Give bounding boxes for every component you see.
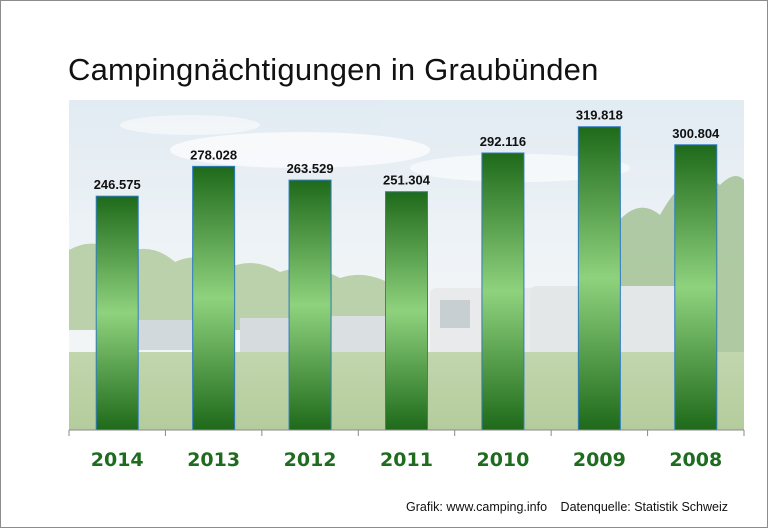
category-label-2010: 2010 bbox=[476, 449, 529, 471]
bar-2009 bbox=[577, 126, 621, 431]
category-label-2008: 2008 bbox=[669, 449, 722, 471]
bar-2010 bbox=[481, 152, 525, 431]
bar-2014 bbox=[95, 195, 139, 431]
value-label-2010: 292.116 bbox=[480, 134, 526, 149]
x-axis-ticks bbox=[68, 430, 745, 436]
bars-group bbox=[95, 126, 718, 431]
data-source: Datenquelle: Statistik Schweiz bbox=[560, 500, 728, 514]
value-labels-group: 246.575 278.028 263.529 251.304 292.116 319.8… bbox=[94, 108, 720, 192]
category-labels-group: 2014 2013 2012 2011 2010 2009 2008 bbox=[91, 449, 722, 471]
category-label-2011: 2011 bbox=[380, 449, 433, 471]
source-note: Grafik: www.camping.info Datenquelle: St… bbox=[406, 500, 728, 514]
value-label-2013: 278.028 bbox=[190, 147, 237, 162]
value-label-2012: 263.529 bbox=[287, 161, 334, 176]
category-label-2012: 2012 bbox=[284, 449, 337, 471]
category-label-2014: 2014 bbox=[91, 449, 144, 471]
value-label-2011: 251.304 bbox=[383, 173, 431, 188]
value-label-2009: 319.818 bbox=[576, 108, 623, 123]
bar-2012 bbox=[288, 179, 332, 431]
category-label-2009: 2009 bbox=[573, 449, 626, 471]
value-label-2014: 246.575 bbox=[94, 177, 141, 192]
chart-title: Campingnächtigungen in Graubünden bbox=[68, 52, 599, 87]
category-label-2013: 2013 bbox=[187, 449, 240, 471]
bar-2013 bbox=[192, 165, 236, 431]
bar-2008 bbox=[674, 144, 718, 431]
value-label-2008: 300.804 bbox=[672, 126, 720, 141]
graphic-credit: Grafik: www.camping.info bbox=[406, 500, 548, 514]
bar-2011 bbox=[385, 191, 428, 431]
